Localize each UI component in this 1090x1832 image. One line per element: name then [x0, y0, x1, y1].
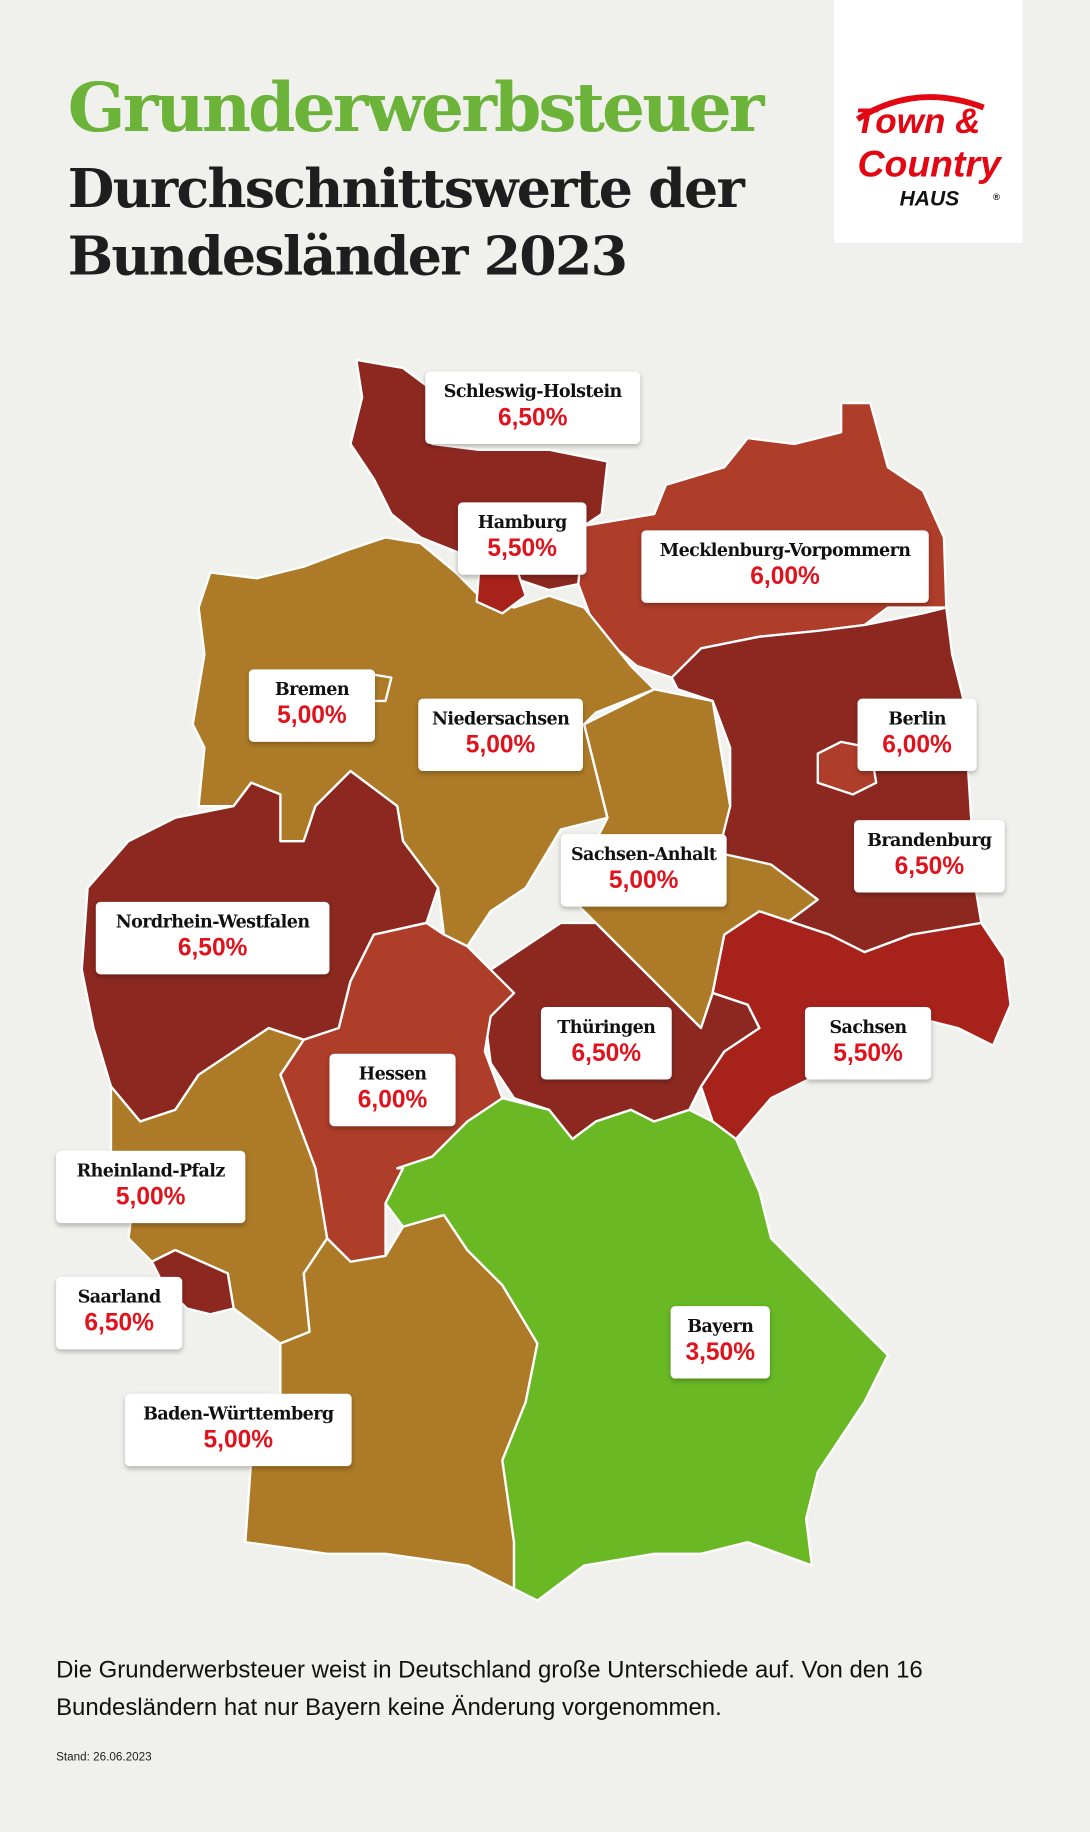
- state-rate: 5,00%: [608, 866, 679, 894]
- label-nordrhein-westfalen: Nordrhein-Westfalen 6,50%: [95, 901, 330, 975]
- label-brandenburg: Brandenburg 6,50%: [854, 820, 1005, 893]
- logo-swoosh-icon: [855, 94, 985, 122]
- state-rate: 6,00%: [357, 1086, 428, 1114]
- state-bayern[interactable]: [384, 1097, 890, 1602]
- label-thueringen: Thüringen 6,50%: [540, 1007, 672, 1080]
- subtitle-line-1: Durchschnittswerte der: [67, 156, 745, 220]
- label-hessen: Hessen 6,00%: [329, 1053, 456, 1127]
- state-rate: 5,50%: [487, 535, 557, 562]
- state-rate: 5,00%: [277, 702, 347, 730]
- label-sachsen: Sachsen 5,50%: [804, 1007, 932, 1080]
- label-bayern: Bayern 3,50%: [670, 1306, 770, 1379]
- town-country-logo: Town & Country HAUS ®: [834, 0, 1023, 244]
- state-name: Sachsen: [829, 1016, 907, 1038]
- label-hamburg: Hamburg 5,50%: [457, 502, 587, 575]
- state-rate: 6,50%: [84, 1309, 154, 1337]
- label-niedersachsen: Niedersachsen 5,00%: [418, 698, 583, 772]
- state-name: Thüringen: [557, 1016, 656, 1038]
- state-name: Saarland: [77, 1286, 162, 1308]
- state-rate: 3,50%: [685, 1338, 756, 1366]
- state-rate: 6,50%: [177, 934, 248, 962]
- state-rate: 6,50%: [571, 1039, 642, 1067]
- state-rate: 6,50%: [894, 852, 965, 880]
- state-name: Baden-Württemberg: [143, 1403, 334, 1425]
- state-rate: 6,00%: [750, 563, 820, 590]
- state-name: Mecklenburg-Vorpommern: [659, 539, 911, 561]
- state-rate: 6,00%: [882, 731, 952, 759]
- label-berlin: Berlin 6,00%: [857, 698, 977, 772]
- state-name: Nordrhein-Westfalen: [115, 911, 310, 933]
- label-schleswig-holstein: Schleswig-Holstein 6,50%: [425, 371, 641, 444]
- logo-registered-mark: ®: [993, 191, 1000, 203]
- label-saarland: Saarland 6,50%: [56, 1276, 183, 1350]
- state-name: Hamburg: [477, 511, 567, 533]
- state-name: Rheinland-Pfalz: [76, 1160, 226, 1182]
- state-name: Bayern: [687, 1315, 754, 1337]
- label-sachsen-anhalt: Sachsen-Anhalt 5,00%: [560, 834, 727, 907]
- state-rate: 5,00%: [115, 1183, 186, 1211]
- state-name: Berlin: [888, 707, 946, 730]
- logo-line-1: Town &: [855, 102, 981, 142]
- label-rheinland-pfalz: Rheinland-Pfalz 5,00%: [56, 1150, 246, 1224]
- state-rate: 5,50%: [833, 1039, 903, 1067]
- label-baden-wuerttemberg: Baden-Württemberg 5,00%: [125, 1393, 352, 1467]
- state-name: Bremen: [274, 678, 350, 700]
- label-mecklenburg-vorpommern: Mecklenburg-Vorpommern 6,00%: [641, 530, 929, 603]
- state-name: Schleswig-Holstein: [443, 380, 622, 402]
- state-name: Niedersachsen: [431, 707, 570, 730]
- page-subtitle: Durchschnittswerte der Bundesländer 2023: [67, 154, 745, 290]
- description-text: Die Grunderwerbsteuer weist in Deutschla…: [56, 1656, 923, 1721]
- state-name: Hessen: [358, 1063, 427, 1085]
- state-rate: 5,00%: [203, 1426, 274, 1454]
- state-name: Sachsen-Anhalt: [570, 843, 717, 865]
- date-stamp: Stand: 26.06.2023: [56, 1751, 152, 1765]
- state-rate: 5,00%: [465, 731, 536, 759]
- state-rate: 6,50%: [497, 404, 568, 432]
- label-bremen: Bremen 5,00%: [248, 669, 376, 742]
- subtitle-line-2: Bundesländer 2023: [67, 224, 628, 288]
- page-title: Grunderwerbsteuer: [67, 67, 765, 148]
- logo-line-3: HAUS: [899, 186, 960, 211]
- logo-line-2: Country: [857, 142, 1001, 185]
- state-name: Brandenburg: [867, 829, 992, 851]
